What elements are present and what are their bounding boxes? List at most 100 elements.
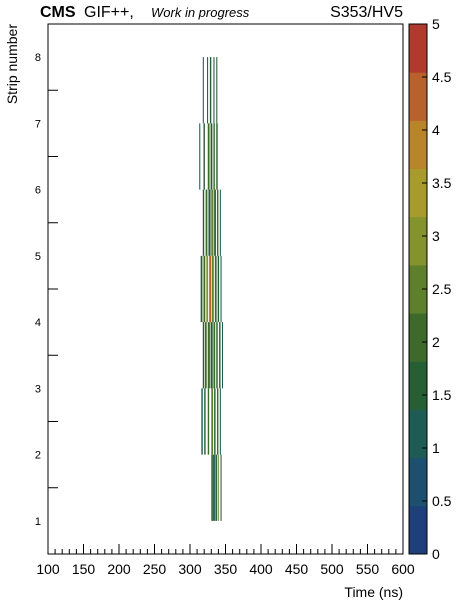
x-tick-label: 150: [72, 561, 96, 577]
heatmap-cell: [214, 454, 216, 521]
heatmap-cell: [203, 255, 206, 323]
heatmap-cell: [207, 322, 210, 389]
x-tick-label: 400: [249, 561, 273, 577]
heatmap-cell: [217, 255, 220, 323]
colorbar-tick-label: 2.5: [432, 281, 452, 297]
experiment-label: CMS: [40, 4, 76, 21]
colorbar-tick-label: 4.5: [432, 69, 452, 85]
heatmap-cell: [200, 255, 203, 323]
heatmap-cell: [209, 57, 212, 124]
colorbar-tick-label: 5: [432, 16, 440, 32]
heatmap-cell: [204, 388, 206, 455]
heatmap-cell: [211, 388, 214, 455]
heatmap-cell: [210, 322, 213, 389]
colorbar-tick-label: 4: [432, 122, 440, 138]
heatmap-cell: [216, 388, 219, 455]
x-tick-label: 200: [107, 561, 131, 577]
y-axis: 1 2 3 4 5 6 7 8: [35, 52, 58, 528]
x-tick-label: 500: [320, 561, 344, 577]
x-tick-label: 300: [178, 561, 202, 577]
y-tick-label: 1: [35, 516, 41, 528]
colorbar-band: [409, 505, 427, 555]
heatmap-cell: [216, 322, 218, 389]
heatmap-cell: [217, 454, 219, 521]
heatmap-cell: [211, 454, 213, 521]
heatmap-cell: [216, 189, 219, 256]
y-tick-label: 6: [35, 185, 41, 197]
y-tick-label: 4: [35, 317, 41, 329]
x-tick-label: 350: [214, 561, 238, 577]
colorbar-tick-label: 3.5: [432, 175, 452, 191]
heatmap-cell: [206, 255, 209, 323]
heatmap-cell: [202, 322, 205, 389]
heatmap-cell: [204, 322, 207, 389]
colorbar-band: [409, 409, 427, 459]
heatmap-cell: [208, 189, 211, 256]
x-tick-label: 450: [285, 561, 309, 577]
heatmap-cell: [214, 189, 216, 256]
heatmap-cell: [220, 255, 222, 323]
heatmap-cell: [212, 454, 215, 521]
run-label: S353/HV5: [330, 4, 403, 21]
heatmap-cells: [199, 57, 224, 521]
heatmap-cell: [199, 123, 201, 190]
colorbar-tick-label: 1: [432, 440, 440, 456]
heatmap-cell: [203, 123, 205, 190]
colorbar-band: [409, 120, 427, 170]
heatmap-cell: [213, 123, 215, 190]
heatmap-cell: [201, 388, 203, 455]
colorbar-band: [409, 72, 427, 121]
x-tick-label: 600: [391, 561, 415, 577]
colorbar-tick-label: 2: [432, 334, 440, 350]
heatmap-cell: [209, 255, 212, 323]
heatmap-cell: [207, 388, 210, 455]
heatmap-cell: [210, 123, 213, 190]
x-tick-label: 250: [143, 561, 167, 577]
y-axis-title: Strip number: [4, 24, 20, 104]
heatmap-cell: [219, 388, 221, 455]
heatmap-cell: [207, 57, 209, 124]
colorbar-band: [409, 216, 427, 266]
colorbar-band: [409, 361, 427, 410]
y-tick-label: 3: [35, 383, 41, 395]
x-axis: 100 150 200 250 300 350 400 450 500 550 600: [36, 544, 415, 577]
y-tick-label: 5: [35, 251, 41, 263]
facility-label: GIF++,: [84, 4, 134, 21]
colorbar-band: [409, 457, 427, 507]
heatmap-cell: [202, 57, 204, 124]
x-tick-label: 100: [36, 561, 60, 577]
heatmap-cell: [220, 454, 222, 521]
heatmap-cell: [211, 189, 214, 256]
colorbar-tick-label: 1.5: [432, 387, 452, 403]
colorbar-tick-label: 0: [432, 546, 440, 562]
colorbar-band: [409, 313, 427, 362]
x-tick-label: 550: [356, 561, 380, 577]
colorbar-band: [409, 24, 427, 73]
colorbar-tick-label: 0.5: [432, 493, 452, 509]
colorbar-band: [409, 168, 427, 218]
heatmap-cell: [219, 189, 221, 256]
heatmap-cell: [212, 255, 214, 323]
colorbar-band: [409, 264, 427, 314]
heatmap-cell: [205, 189, 208, 256]
colorbar: 0 0.5 1 1.5 2 2.5 3 3.5 4 4.5 5: [408, 16, 452, 562]
y-tick-label: 2: [35, 450, 41, 462]
heatmap-cell: [216, 57, 218, 124]
heatmap-cell: [207, 123, 210, 190]
y-tick-label: 7: [35, 118, 41, 130]
heatmap-cell: [216, 123, 218, 190]
heatmap-cell: [221, 322, 224, 389]
heatmap-cell: [214, 255, 217, 323]
y-tick-label: 8: [35, 52, 41, 64]
heatmap-cell: [219, 322, 221, 389]
heatmap-cell: [202, 189, 205, 256]
heatmap-cell: [213, 57, 215, 124]
heatmap-cell: [213, 322, 216, 389]
x-axis-title: Time (ns): [344, 584, 403, 600]
status-label: Work in progress: [151, 5, 250, 20]
heatmap-cell: [214, 388, 216, 455]
heatmap-cell: [215, 454, 217, 521]
colorbar-tick-label: 3: [432, 228, 440, 244]
